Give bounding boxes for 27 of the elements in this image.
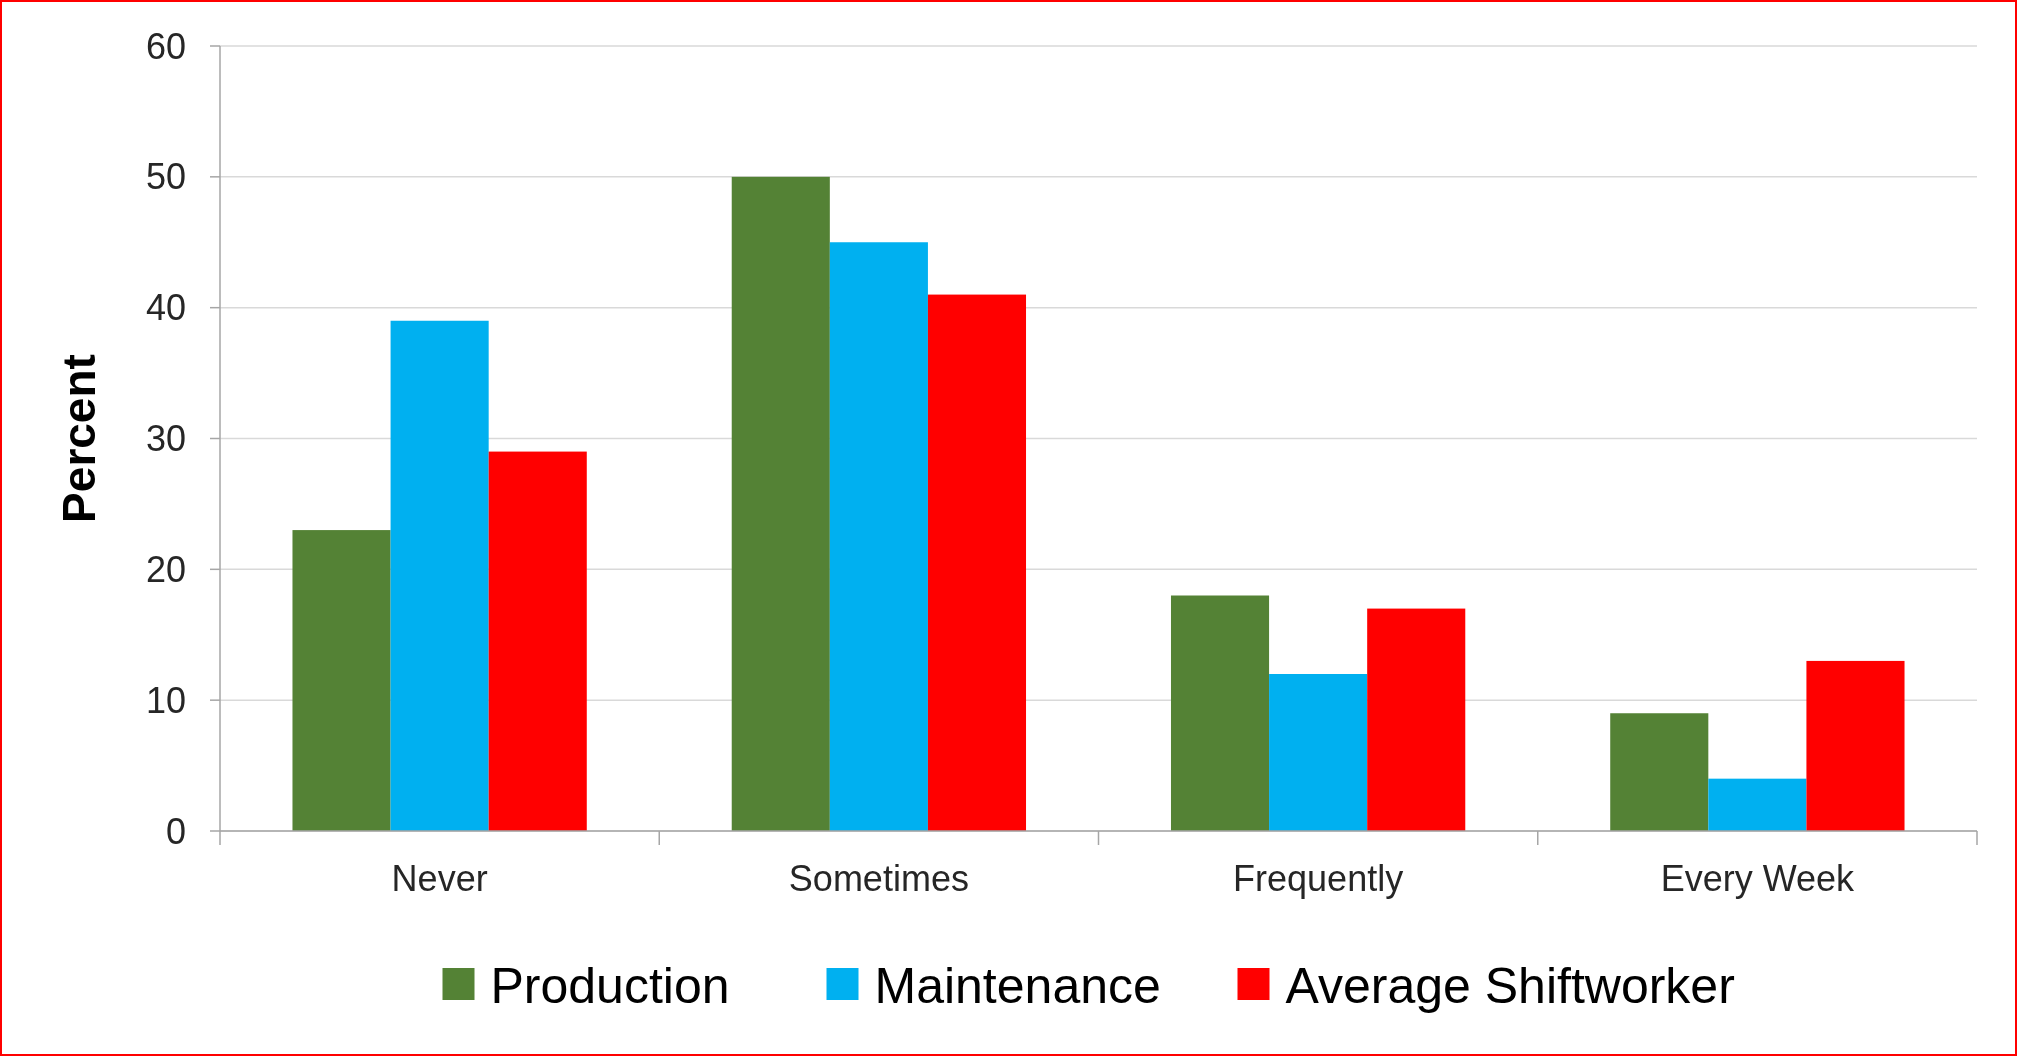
x-tick-label: Frequently	[1233, 858, 1404, 899]
y-tick-label: 60	[145, 25, 186, 67]
y-tick-label: 0	[165, 810, 186, 852]
legend-label: Maintenance	[874, 957, 1161, 1014]
y-tick-label: 10	[145, 679, 186, 721]
legend-label: Average Shiftworker	[1285, 957, 1735, 1014]
bar	[1806, 660, 1905, 831]
x-tick-label: Never	[391, 858, 488, 899]
y-tick-label: 40	[145, 287, 186, 329]
y-tick-label: 50	[145, 156, 186, 198]
bar	[731, 176, 830, 831]
bar	[292, 530, 391, 831]
y-axis-title: Percent	[53, 354, 105, 523]
bar	[488, 451, 587, 831]
bar	[927, 294, 1027, 831]
bar	[390, 320, 489, 831]
legend-label: Production	[490, 957, 730, 1014]
x-tick-label: Sometimes	[788, 858, 969, 899]
bar	[1170, 595, 1270, 831]
bar	[829, 242, 928, 831]
bar	[1367, 608, 1466, 831]
y-tick-label: 30	[145, 418, 186, 460]
bar	[1708, 778, 1807, 831]
bar	[1610, 713, 1709, 831]
y-tick-label: 20	[145, 548, 186, 590]
x-tick-label: Every Week	[1660, 858, 1856, 899]
bar	[1269, 674, 1368, 831]
